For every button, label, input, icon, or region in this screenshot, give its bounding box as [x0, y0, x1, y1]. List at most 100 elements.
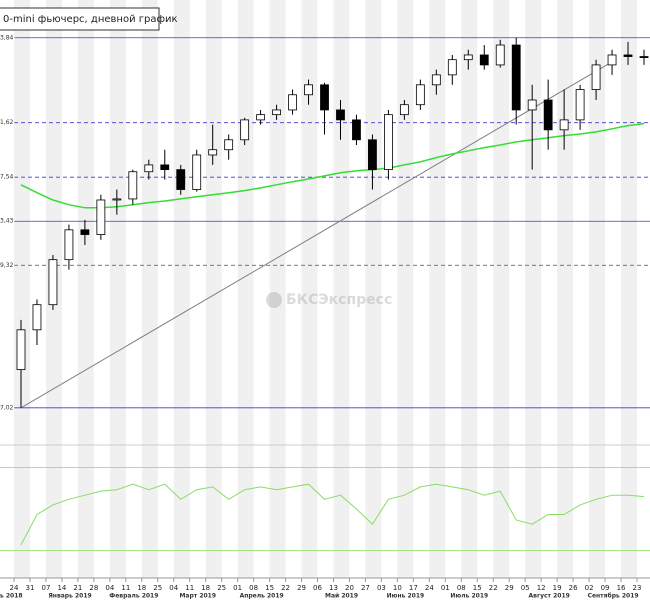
- x-tick-label: 20: [345, 584, 354, 592]
- candle-body: [415, 84, 425, 106]
- x-tick-label: 08: [457, 584, 466, 592]
- week-stripe: [365, 0, 382, 578]
- candle-body: [80, 229, 90, 235]
- week-stripe: [397, 0, 414, 578]
- week-stripe: [493, 0, 510, 578]
- week-stripe: [173, 0, 190, 578]
- x-tick-label: 25: [217, 584, 226, 592]
- x-tick-label: 11: [185, 584, 194, 592]
- x-tick-label: 29: [505, 584, 514, 592]
- x-tick-label: 06: [313, 584, 322, 592]
- x-tick-label: 01: [233, 584, 242, 592]
- y-tick-label: 3,84: [0, 34, 14, 41]
- candle-body: [304, 84, 313, 96]
- month-label: Февраль 2019: [109, 593, 158, 600]
- candle-body: [543, 99, 553, 131]
- x-tick-label: 16: [617, 584, 626, 592]
- x-tick-label: 24: [425, 584, 434, 592]
- candle-body: [16, 329, 26, 371]
- month-label: Январь 2019: [48, 593, 92, 600]
- candle-body: [368, 139, 377, 171]
- candle-body: [559, 119, 569, 131]
- x-tick-label: 31: [26, 584, 35, 592]
- candle-body: [591, 64, 601, 90]
- x-tick-label: 07: [41, 584, 50, 592]
- month-label: Май 2019: [325, 593, 358, 600]
- week-stripe: [589, 0, 606, 578]
- plot: 3,84 1,62 7,54 3,43 9,32 7,02 24 31 07 14 21 28 04 11…: [0, 33, 650, 600]
- candle-body: [272, 109, 281, 116]
- month-label: Август 2019: [529, 593, 570, 600]
- x-tick-label: 25: [153, 584, 162, 592]
- x-tick-label: 22: [281, 584, 290, 592]
- candle-body: [240, 119, 250, 141]
- week-stripe: [429, 0, 446, 578]
- candle-body: [511, 44, 521, 111]
- week-stripe: [333, 0, 350, 578]
- x-tick-label: 10: [393, 584, 402, 592]
- x-tick-label: 23: [633, 584, 642, 592]
- x-tick-label: 19: [553, 584, 562, 592]
- candle-body: [527, 99, 537, 111]
- candle-body: [112, 198, 122, 201]
- watermark-text: БКСЭкспресс: [286, 292, 392, 308]
- candle-body: [399, 104, 409, 116]
- week-stripe: [109, 0, 126, 578]
- x-tick-label: 17: [409, 584, 418, 592]
- x-tick-label: 29: [297, 584, 306, 592]
- candle-body: [288, 94, 297, 111]
- candle-body: [320, 84, 329, 111]
- x-tick-label: 12: [537, 584, 546, 592]
- watermark: БКСЭкспресс: [266, 292, 392, 308]
- x-tick-label: 27: [361, 584, 370, 592]
- x-tick-label: 11: [121, 584, 130, 592]
- candle-body: [176, 169, 186, 190]
- candle-body: [352, 119, 361, 141]
- x-tick-label: 04: [105, 584, 114, 592]
- candle-body: [208, 149, 218, 156]
- x-tick-label: 21: [73, 584, 82, 592]
- y-tick-label: 1,62: [0, 119, 14, 126]
- month-label: Март 2019: [179, 593, 216, 600]
- x-tick-label: 04: [169, 584, 178, 592]
- candle-body: [479, 54, 489, 66]
- x-tick-label: 14: [57, 584, 66, 592]
- y-tick-label: 7,02: [0, 404, 14, 411]
- x-tick-label: 13: [329, 584, 338, 592]
- week-stripe: [269, 0, 286, 578]
- y-tick-label: 3,43: [0, 218, 14, 225]
- month-label: ь 2018: [0, 593, 23, 600]
- chart-title: 0-mini фьючерс, дневной график: [3, 14, 178, 25]
- candle-body: [48, 259, 58, 306]
- month-label: Сентябрь 2019: [588, 593, 639, 600]
- watermark-logo: [266, 292, 282, 308]
- candle-body: [463, 54, 473, 61]
- candle-body: [431, 74, 441, 86]
- candle-body: [128, 171, 138, 200]
- candle-body: [256, 114, 266, 121]
- candle-body: [447, 59, 457, 76]
- week-stripe: [621, 0, 637, 578]
- candle-body: [224, 139, 234, 151]
- candle-body: [144, 164, 154, 173]
- candle-body: [639, 56, 649, 58]
- title-box: [0, 7, 160, 31]
- x-tick-label: 28: [89, 584, 98, 592]
- month-label: Июль 2019: [450, 593, 488, 600]
- x-tick-label: 03: [377, 584, 386, 592]
- candle-body: [336, 109, 345, 121]
- x-tick-label: 22: [489, 584, 498, 592]
- week-stripe: [301, 0, 318, 578]
- x-tick-label: 05: [521, 584, 530, 592]
- candle-body: [32, 304, 42, 331]
- week-stripe: [77, 0, 94, 578]
- trendline: [20, 61, 613, 409]
- candle-body: [575, 89, 585, 121]
- week-stripe: [237, 0, 254, 578]
- candle-body: [623, 54, 633, 57]
- x-tick-label: 18: [201, 584, 210, 592]
- week-stripe: [461, 0, 478, 578]
- candle-body: [96, 199, 106, 235]
- week-stripe: [141, 0, 158, 578]
